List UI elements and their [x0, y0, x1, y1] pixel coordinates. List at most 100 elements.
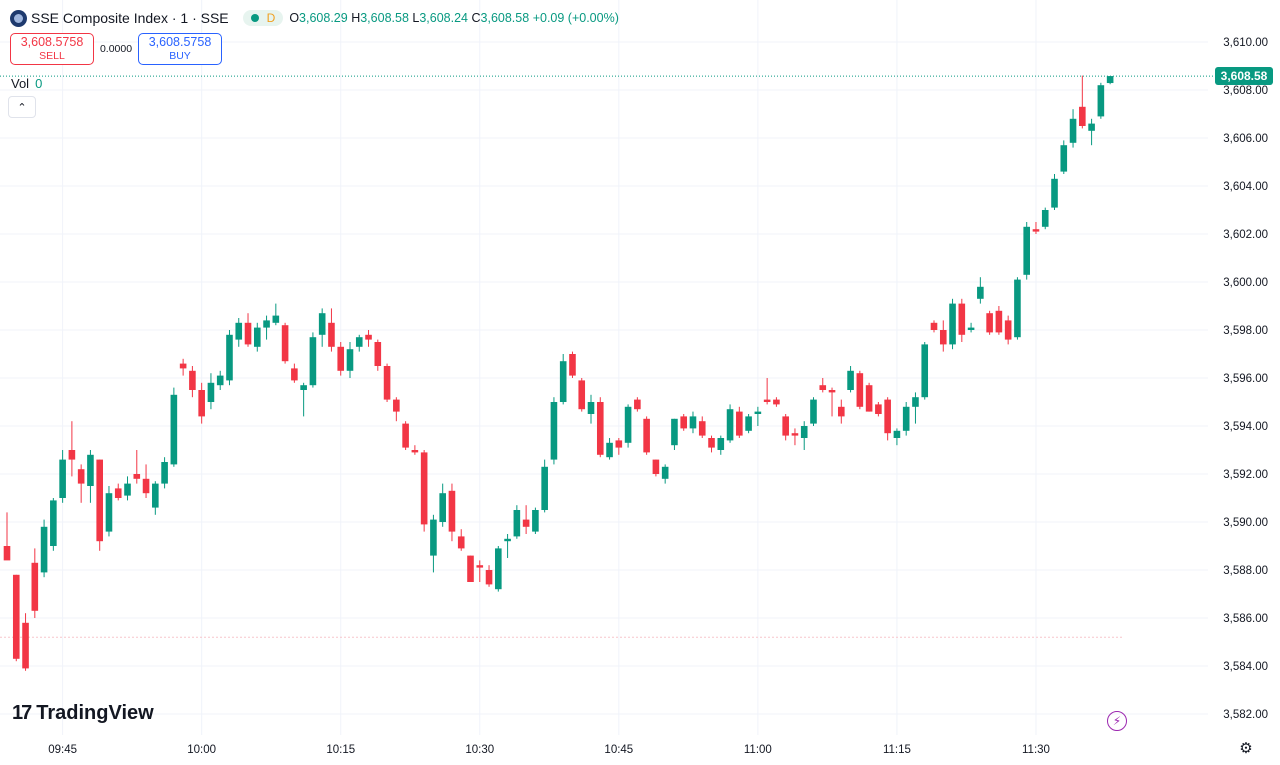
candle[interactable]: [1060, 140, 1068, 174]
collapse-legend-button[interactable]: ⌃: [8, 96, 36, 118]
gear-icon[interactable]: ⚙︎: [1239, 740, 1253, 757]
candle[interactable]: [244, 313, 252, 347]
candle[interactable]: [736, 406, 743, 438]
candle[interactable]: [68, 421, 76, 477]
candle[interactable]: [754, 406, 762, 426]
candle[interactable]: [596, 397, 604, 458]
candle[interactable]: [50, 498, 57, 551]
candle[interactable]: [606, 438, 613, 460]
candle[interactable]: [986, 310, 993, 335]
candle[interactable]: [513, 505, 521, 539]
candle[interactable]: [216, 370, 224, 390]
candle[interactable]: [142, 464, 150, 498]
candle[interactable]: [161, 457, 168, 489]
candle[interactable]: [893, 428, 901, 446]
candle[interactable]: [624, 404, 632, 448]
candle[interactable]: [643, 416, 650, 455]
candle[interactable]: [133, 450, 141, 484]
candle[interactable]: [745, 414, 752, 434]
candle[interactable]: [865, 382, 873, 412]
candle[interactable]: [532, 507, 539, 534]
candle[interactable]: [671, 418, 678, 450]
sell-button[interactable]: 3,608.5758 SELL: [10, 33, 94, 65]
candle[interactable]: [698, 416, 706, 438]
candle[interactable]: [559, 354, 567, 405]
candle[interactable]: [884, 397, 891, 441]
candle[interactable]: [309, 332, 317, 388]
candle[interactable]: [578, 378, 586, 412]
candle[interactable]: [1023, 222, 1030, 280]
candle[interactable]: [726, 404, 734, 443]
symbol-logo-icon[interactable]: [10, 9, 27, 27]
candle[interactable]: [207, 373, 215, 410]
candle[interactable]: [105, 486, 113, 537]
market-status-badge[interactable]: D: [242, 10, 284, 26]
candle[interactable]: [291, 363, 298, 383]
candle[interactable]: [124, 476, 131, 501]
candle[interactable]: [977, 277, 984, 304]
candle[interactable]: [810, 397, 817, 426]
candle[interactable]: [263, 315, 270, 340]
candle[interactable]: [189, 366, 196, 398]
candle[interactable]: [1079, 75, 1086, 129]
candle[interactable]: [708, 435, 715, 453]
candle[interactable]: [967, 322, 975, 333]
candle[interactable]: [114, 483, 122, 501]
candle[interactable]: [170, 387, 178, 467]
buy-button[interactable]: 3,608.5758 BUY: [138, 33, 222, 65]
candle[interactable]: [1004, 315, 1012, 345]
candle[interactable]: [1069, 109, 1077, 148]
volume-legend[interactable]: Vol 0: [11, 76, 42, 91]
candle[interactable]: [800, 421, 808, 450]
candle[interactable]: [3, 512, 11, 561]
candle[interactable]: [40, 519, 48, 578]
candle[interactable]: [902, 402, 910, 436]
candle[interactable]: [328, 308, 335, 352]
candle[interactable]: [912, 392, 919, 424]
candle[interactable]: [1032, 222, 1040, 234]
candle[interactable]: [522, 505, 530, 534]
candle[interactable]: [791, 428, 799, 446]
candle[interactable]: [958, 298, 966, 342]
candle[interactable]: [12, 574, 20, 662]
candle[interactable]: [773, 397, 780, 407]
price-axis[interactable]: 3,582.00 3,584.00 3,586.00 3,588.00 3,590.00…: [1223, 37, 1268, 721]
candle[interactable]: [495, 546, 502, 592]
candle[interactable]: [77, 464, 85, 503]
candle[interactable]: [485, 565, 493, 587]
candle[interactable]: [838, 399, 845, 424]
candle[interactable]: [467, 555, 474, 582]
candle[interactable]: [346, 342, 354, 378]
candle[interactable]: [930, 320, 938, 333]
candle[interactable]: [383, 363, 391, 402]
candle[interactable]: [921, 342, 929, 400]
candle[interactable]: [272, 303, 280, 326]
candle[interactable]: [31, 548, 39, 618]
candle[interactable]: [995, 306, 1003, 335]
tradingview-logo[interactable]: 17 TradingView: [12, 702, 154, 725]
candle[interactable]: [337, 342, 345, 376]
candle[interactable]: [939, 320, 947, 352]
candle[interactable]: [430, 514, 437, 573]
time-axis[interactable]: 2309:4510:0010:1510:3010:4511:0011:1511:…: [0, 744, 1050, 756]
candle[interactable]: [411, 445, 419, 455]
candle[interactable]: [949, 298, 956, 350]
candle[interactable]: [152, 481, 159, 515]
candle[interactable]: [59, 450, 66, 503]
candle[interactable]: [717, 435, 725, 455]
candle[interactable]: [281, 322, 289, 364]
candle[interactable]: [569, 351, 576, 378]
candle[interactable]: [1041, 207, 1049, 230]
candle[interactable]: [402, 421, 409, 450]
candle[interactable]: [550, 397, 558, 465]
candle[interactable]: [253, 322, 261, 352]
candle[interactable]: [856, 370, 864, 410]
candle[interactable]: [541, 459, 548, 513]
candle[interactable]: [457, 529, 465, 551]
candle[interactable]: [439, 483, 446, 527]
candle[interactable]: [634, 397, 641, 412]
candle[interactable]: [504, 534, 511, 558]
candle[interactable]: [847, 366, 854, 393]
candle[interactable]: [1106, 76, 1114, 85]
candle[interactable]: [300, 382, 307, 417]
